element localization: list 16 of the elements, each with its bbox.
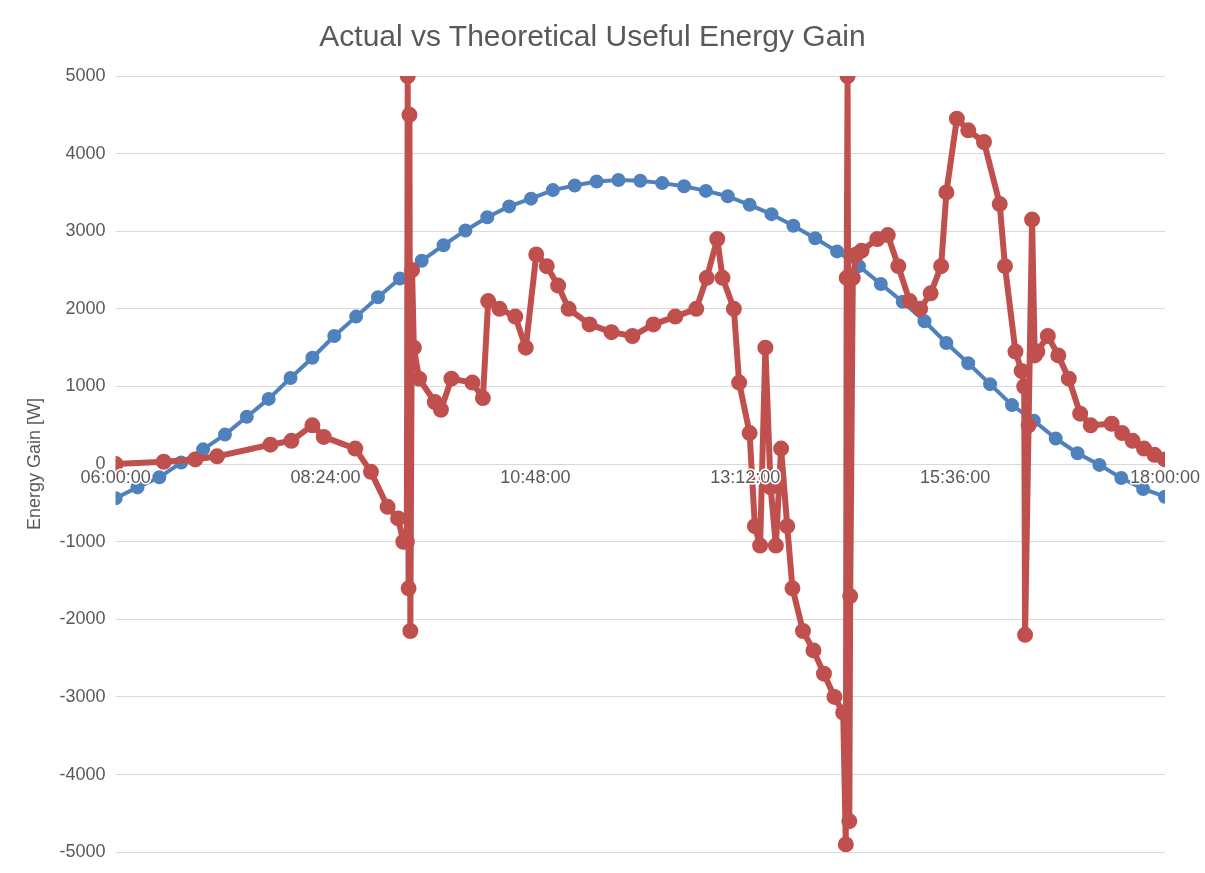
x-tick-label: 15:36:00 <box>920 467 991 488</box>
y-tick-label: 2000 <box>65 297 106 318</box>
y-tick-label: -3000 <box>59 685 106 706</box>
y-tick-label: 3000 <box>65 220 106 241</box>
y-tick-label: -2000 <box>59 608 106 629</box>
x-tick-label: 08:24:00 <box>290 467 361 488</box>
x-tick-label: 10:48:00 <box>500 467 571 488</box>
x-tick-label: 18:00:00 <box>1129 467 1201 488</box>
y-tick-label: -1000 <box>59 530 106 551</box>
y-tick-label: 1000 <box>65 375 106 396</box>
y-tick-label: 4000 <box>65 142 106 163</box>
chart-title: Actual vs Theoretical Useful Energy Gain <box>319 19 866 53</box>
y-axis-title: Energy Gain [W] <box>23 398 44 531</box>
y-tick-label: -5000 <box>59 841 106 862</box>
y-tick-label: -4000 <box>59 763 106 784</box>
y-tick-label: 5000 <box>65 64 106 85</box>
